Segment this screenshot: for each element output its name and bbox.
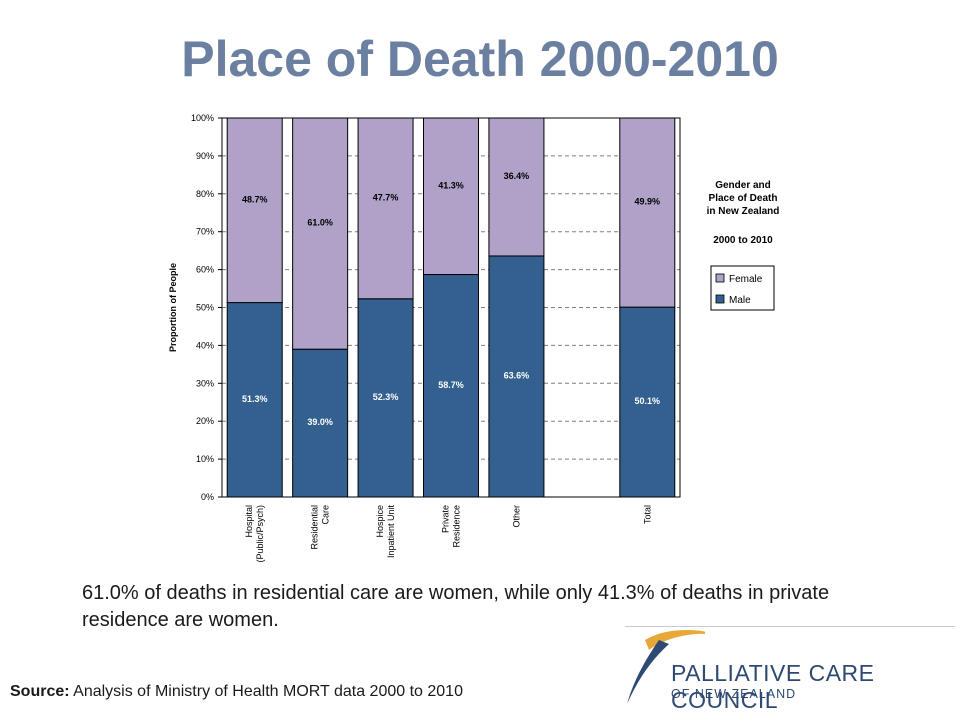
y-tick-label: 50% — [196, 303, 214, 313]
logo-divider — [625, 626, 955, 627]
data-label: 63.6% — [504, 370, 530, 380]
y-tick-label: 90% — [196, 151, 214, 161]
y-tick-label: 80% — [196, 189, 214, 199]
data-label: 39.0% — [307, 417, 333, 427]
y-tick-label: 30% — [196, 378, 214, 388]
data-label: 36.4% — [504, 171, 530, 181]
x-tick-label: Private — [441, 505, 451, 533]
y-tick-label: 60% — [196, 265, 214, 275]
legend-label: Male — [729, 295, 751, 306]
annotation-title: in New Zealand — [707, 206, 780, 217]
data-labels: 51.3% 48.7% 39.0% 61.0% 52.3% 47.7% 58.7% 41.3%… — [242, 171, 660, 427]
logo-subtitle: OF NEW ZEALAND — [671, 687, 797, 701]
y-tick-label: 40% — [196, 340, 214, 350]
y-tick-label: 20% — [196, 416, 214, 426]
legend-label: Female — [729, 274, 763, 285]
bar-male — [292, 348, 349, 498]
bar-male — [619, 306, 676, 498]
bar-female — [292, 117, 349, 350]
data-label: 58.7% — [438, 380, 464, 390]
source-note: Source: Analysis of Ministry of Health M… — [10, 683, 463, 701]
x-tick-label: Residence — [452, 505, 462, 548]
bar-female — [488, 117, 545, 257]
logo-swoosh-icon — [627, 630, 705, 704]
bar-female — [226, 117, 283, 304]
y-tick-label: 0% — [201, 492, 214, 502]
data-label: 47.7% — [373, 192, 399, 202]
data-label: 50.1% — [635, 396, 661, 406]
x-tick-label: (Public/Psych) — [255, 505, 265, 563]
data-label: 61.0% — [307, 218, 333, 228]
bar-female — [619, 117, 676, 308]
annotation-title: Place of Death — [709, 193, 778, 204]
bar-male — [357, 298, 414, 498]
x-tick-label: Care — [321, 505, 331, 525]
y-tick-label: 100% — [191, 113, 214, 123]
x-tick-label: Residential — [310, 505, 320, 550]
data-label: 49.9% — [635, 197, 661, 207]
data-label: 41.3% — [438, 180, 464, 190]
plot-frame — [221, 117, 681, 498]
bar-female — [423, 117, 479, 276]
caption-text: 61.0% of deaths in residential care are … — [82, 582, 830, 631]
legend-swatch — [715, 294, 725, 304]
x-tick-label: Inpatient Unit — [386, 505, 396, 559]
annotation-subtitle: 2000 to 2010 — [713, 235, 773, 246]
x-tick-label: Other — [511, 505, 521, 528]
council-logo: PALLIATIVE CARE COUNCIL OF NEW ZEALAND — [615, 620, 960, 715]
y-axis-title: Proportion of People — [168, 263, 178, 352]
axes: 0% 10% 20% 30% 40% 50% 60% 70% 80% 90% 100% Hospita… — [168, 113, 681, 563]
slide-title: Place of Death 2000-2010 — [181, 31, 779, 87]
bar-male — [423, 274, 479, 498]
y-tick-label: 70% — [196, 227, 214, 237]
annotation-title: Gender and — [715, 180, 771, 191]
source-text: Analysis of Ministry of Health MORT data… — [73, 683, 463, 700]
bar-female — [357, 117, 414, 300]
x-tick-label: Hospital — [244, 505, 254, 538]
gridlines — [222, 155, 680, 460]
data-label: 52.3% — [373, 392, 399, 402]
legend-area: Gender and Place of Death in New Zealand 20… — [707, 180, 780, 311]
x-tick-label: Hospice — [375, 505, 385, 538]
legend-swatch — [715, 273, 725, 283]
x-tick-label: Total — [642, 505, 652, 524]
source-label: Source: — [10, 683, 70, 700]
data-label: 51.3% — [242, 394, 268, 404]
logo-name: PALLIATIVE CARE COUNCIL — [671, 660, 875, 713]
y-tick-label: 10% — [196, 454, 214, 464]
data-label: 48.7% — [242, 194, 268, 204]
